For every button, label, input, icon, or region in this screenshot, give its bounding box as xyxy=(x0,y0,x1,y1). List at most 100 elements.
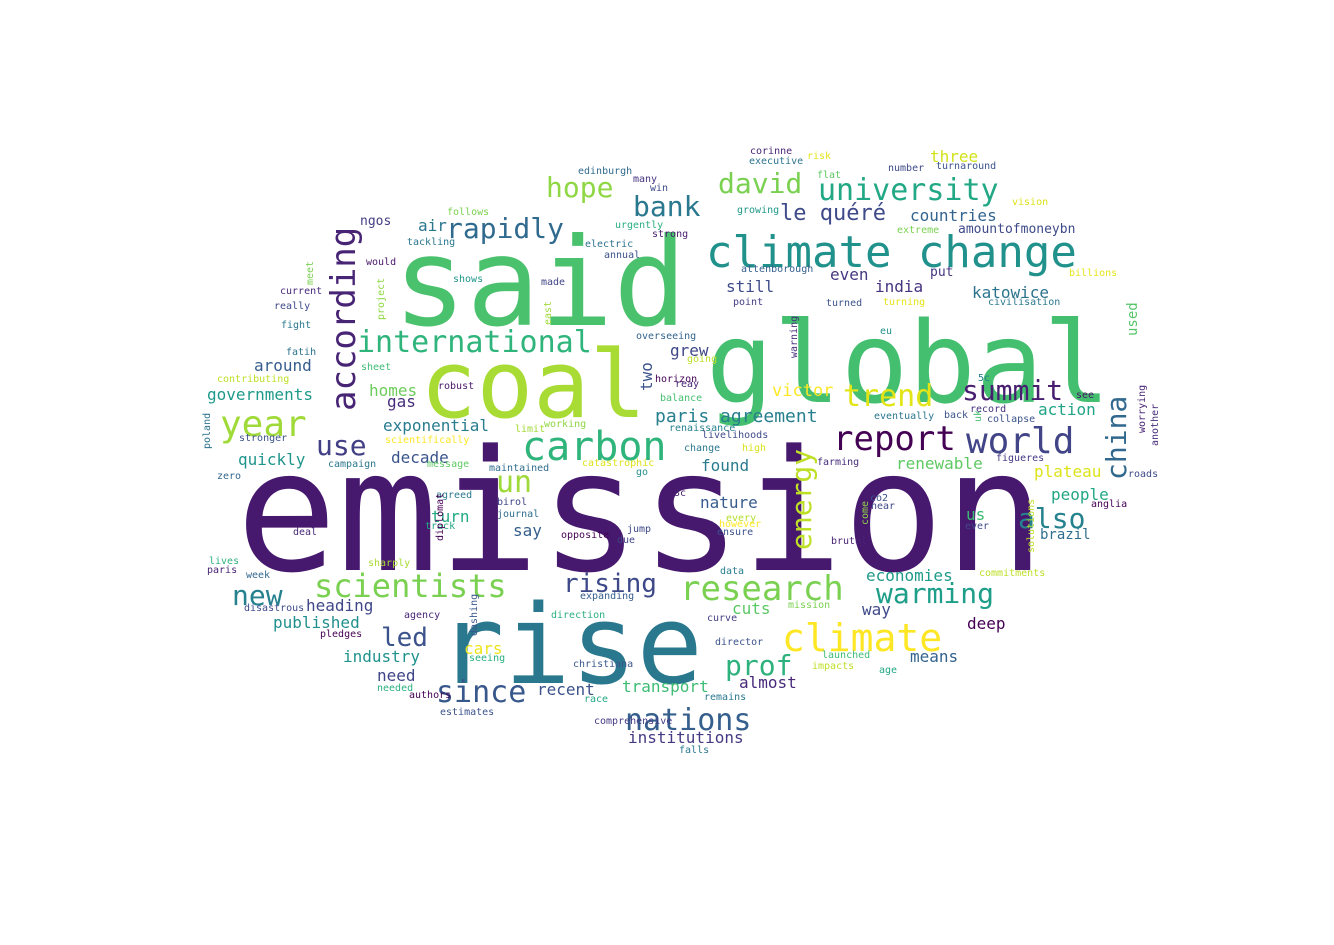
word-number: number xyxy=(888,163,924,174)
word-authors: authors xyxy=(409,690,451,701)
word-anglia: anglia xyxy=(1091,499,1127,510)
word-say: say xyxy=(513,521,542,540)
word-diplomat: diplomat xyxy=(435,493,446,541)
word-economies: economies xyxy=(866,566,953,585)
word-working: working xyxy=(544,419,586,430)
word-world: world xyxy=(966,421,1074,462)
word-reay: reay xyxy=(675,379,699,390)
word-roads: roads xyxy=(1128,469,1158,480)
word-le-quéré: le quéré xyxy=(780,201,886,226)
word-climate: climate xyxy=(782,616,942,660)
word-project: project xyxy=(376,278,387,320)
word-disastrous: disastrous xyxy=(244,603,304,614)
word-exponential: exponential xyxy=(383,416,489,435)
word-ever: ever xyxy=(965,521,989,532)
word-hope: hope xyxy=(546,171,613,204)
word-fatih: fatih xyxy=(286,347,316,358)
word-turnaround: turnaround xyxy=(936,161,996,172)
word-carbon: carbon xyxy=(522,424,667,470)
word-civilisation: civilisation xyxy=(988,297,1060,308)
word-direction: direction xyxy=(551,610,605,621)
word-campaign: campaign xyxy=(328,459,376,470)
word-zero: zero xyxy=(217,471,241,482)
word-renaissance: renaissance xyxy=(669,423,735,434)
word-dashing: dashing xyxy=(469,594,480,636)
word-back: back xyxy=(944,410,968,421)
word-china: china xyxy=(1100,396,1133,480)
word-record: record xyxy=(970,404,1006,415)
word-win: win xyxy=(650,183,668,194)
word-current: current xyxy=(280,286,322,297)
word-growing: growing xyxy=(737,205,779,216)
word-put: put xyxy=(930,265,953,280)
word-nations: nations xyxy=(625,703,751,738)
word-means: means xyxy=(910,647,958,666)
word-commitments: commitments xyxy=(979,568,1045,579)
word-executive: executive xyxy=(749,156,803,167)
word-warning: warning xyxy=(789,316,800,358)
word-follows: follows xyxy=(447,207,489,218)
word-action: action xyxy=(1038,400,1096,419)
word-around: around xyxy=(254,356,312,375)
word-jump: jump xyxy=(627,524,651,535)
word-flat: flat xyxy=(817,170,841,181)
word-every: every xyxy=(726,513,756,524)
word-launched: launched xyxy=(822,650,870,661)
word-vision: vision xyxy=(1012,197,1048,208)
word-warming: warming xyxy=(876,577,994,610)
word-three: three xyxy=(930,147,978,166)
word-would: would xyxy=(366,257,396,268)
word-birol: birol xyxy=(497,497,527,508)
word-quickly: quickly xyxy=(238,450,306,469)
word-sheet: sheet xyxy=(361,362,391,373)
word-curve: curve xyxy=(707,613,737,624)
word-climate-change: climate change xyxy=(706,227,1077,278)
word-uk: uk xyxy=(973,410,984,422)
word-maintained: maintained xyxy=(489,463,549,474)
word-lives: lives xyxy=(209,556,239,567)
word-high: high xyxy=(742,443,766,454)
word-robust: robust xyxy=(438,381,474,392)
word-according: according xyxy=(324,227,364,411)
word-nature: nature xyxy=(700,493,758,512)
word-tackling: tackling xyxy=(407,237,455,248)
word-brutal: brutal xyxy=(831,536,867,547)
word-institutions: institutions xyxy=(628,728,744,747)
word-overseeing: overseeing xyxy=(636,331,696,342)
word-co2: co2 xyxy=(870,493,888,504)
word-almost: almost xyxy=(739,673,797,692)
word-figueres: figueres xyxy=(996,453,1044,464)
word-renewable: renewable xyxy=(896,454,983,473)
word-led: led xyxy=(381,623,428,653)
word-deep: deep xyxy=(967,614,1006,633)
word-grew: grew xyxy=(670,341,709,360)
word-fight: fight xyxy=(281,320,311,331)
word-global: global xyxy=(706,299,1111,429)
word-un: un xyxy=(496,465,532,500)
word-university: university xyxy=(818,173,999,208)
word-worrying: worrying xyxy=(1137,385,1148,433)
word-trend: trend xyxy=(843,379,933,414)
word-attenborough: attenborough xyxy=(741,264,813,275)
word-annual: annual xyxy=(604,250,640,261)
word-going: going xyxy=(687,354,717,365)
word-due: due xyxy=(617,535,635,546)
word-mission: mission xyxy=(788,600,830,611)
word-poland: poland xyxy=(202,413,213,449)
word-seeing: seeing xyxy=(469,653,505,664)
word-comprehensive: comprehensive xyxy=(594,716,672,727)
word-amountofmoneybn: amountofmoneybn xyxy=(958,222,1075,237)
word-go: go xyxy=(636,467,648,478)
word-turned: turned xyxy=(826,298,862,309)
word-limit: limit xyxy=(515,424,545,435)
word-emission: emission xyxy=(236,414,1045,610)
word-sharply: sharply xyxy=(368,558,410,569)
word-cuts: cuts xyxy=(732,599,771,618)
word-catastrophic: catastrophic xyxy=(582,458,654,469)
word-turn: turn xyxy=(431,507,470,526)
word-another: another xyxy=(1150,404,1161,446)
word-need: need xyxy=(377,666,416,685)
word-point: point xyxy=(733,297,763,308)
word-balance: balance xyxy=(660,393,702,404)
word-5c: 5c xyxy=(978,373,990,384)
